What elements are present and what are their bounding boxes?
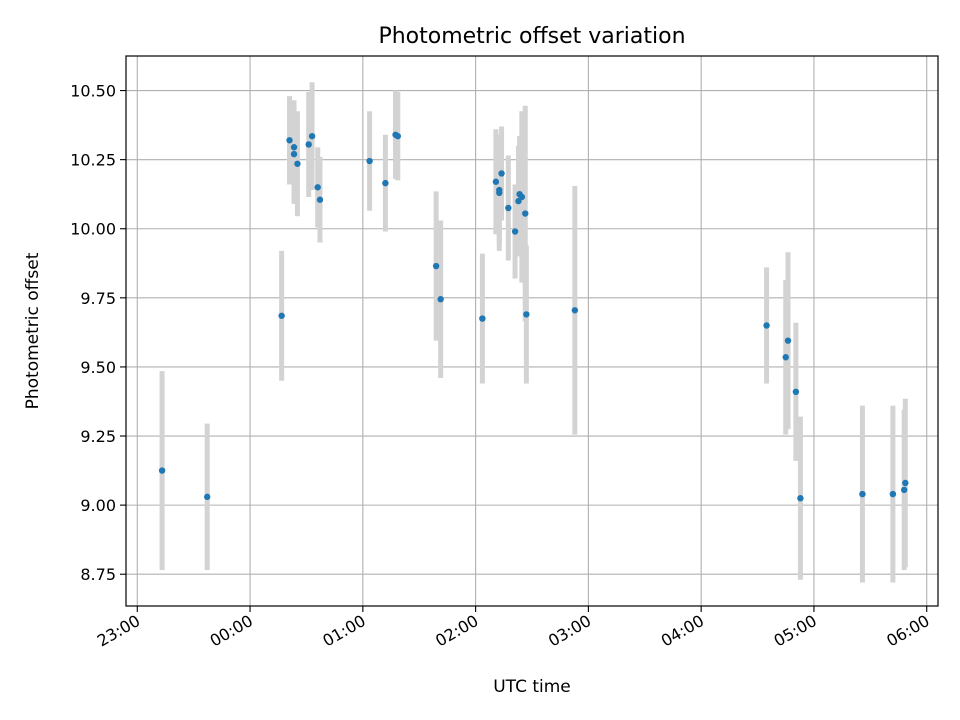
data-point	[314, 184, 321, 191]
data-point	[286, 137, 293, 144]
point-layer	[158, 131, 909, 502]
errorbar-layer	[159, 82, 908, 583]
grid-layer	[126, 56, 938, 606]
data-point	[792, 388, 800, 396]
y-axis-label: Photometric offset	[23, 252, 43, 409]
x-tick-label: 04:00	[658, 611, 707, 651]
data-point	[278, 312, 285, 319]
y-tick-label: 10.00	[70, 220, 116, 239]
data-point	[394, 132, 401, 140]
x-tick-label: 05:00	[771, 611, 820, 651]
data-point	[366, 157, 373, 165]
data-point	[505, 204, 512, 212]
data-point	[523, 311, 530, 318]
data-point	[511, 228, 519, 235]
y-tick-label: 10.25	[70, 151, 116, 170]
data-point	[784, 337, 792, 344]
data-point	[308, 132, 316, 140]
data-point	[900, 486, 908, 494]
data-point	[782, 354, 789, 361]
data-point	[902, 479, 909, 487]
data-point	[382, 179, 389, 187]
data-point	[518, 193, 526, 201]
data-point	[294, 160, 301, 167]
plot-frame	[125, 55, 939, 607]
y-tick-label: 9.00	[80, 496, 116, 515]
data-point	[859, 490, 866, 498]
data-point	[479, 315, 486, 322]
x-tick-label: 00:00	[207, 611, 256, 651]
x-tick-label: 02:00	[432, 611, 481, 651]
chart-title: Photometric offset variation	[378, 24, 685, 49]
data-point	[498, 170, 505, 177]
data-point	[204, 493, 211, 501]
data-point	[797, 495, 804, 502]
data-point	[492, 178, 500, 185]
data-point	[290, 150, 298, 158]
x-tick-label: 01:00	[319, 611, 368, 651]
y-axis-ticks: 8.75 9.00 9.25 9.50 9.75 10.00 10.25 10.50	[70, 82, 126, 584]
data-point	[889, 490, 897, 498]
data-point	[432, 262, 440, 270]
x-tick-label: 23:00	[94, 611, 143, 651]
x-axis-ticks: 23:00 00:00 01:00 02:00 03:00 04:00 05:00 06:00	[94, 606, 933, 651]
y-tick-label: 9.50	[80, 358, 116, 377]
x-axis-label: UTC time	[493, 677, 571, 697]
x-tick-label: 06:00	[883, 611, 932, 651]
data-point	[158, 467, 166, 474]
data-point	[571, 307, 579, 314]
y-tick-label: 10.50	[70, 82, 116, 101]
data-point	[763, 322, 770, 329]
data-point	[437, 296, 444, 303]
y-tick-label: 9.25	[80, 427, 116, 446]
x-tick-label: 03:00	[545, 611, 594, 651]
data-point	[290, 144, 298, 151]
data-point	[522, 210, 529, 217]
data-point	[316, 196, 324, 203]
y-tick-label: 8.75	[80, 565, 116, 584]
data-point	[496, 189, 503, 197]
data-point	[305, 141, 312, 148]
y-tick-label: 9.75	[80, 289, 116, 308]
